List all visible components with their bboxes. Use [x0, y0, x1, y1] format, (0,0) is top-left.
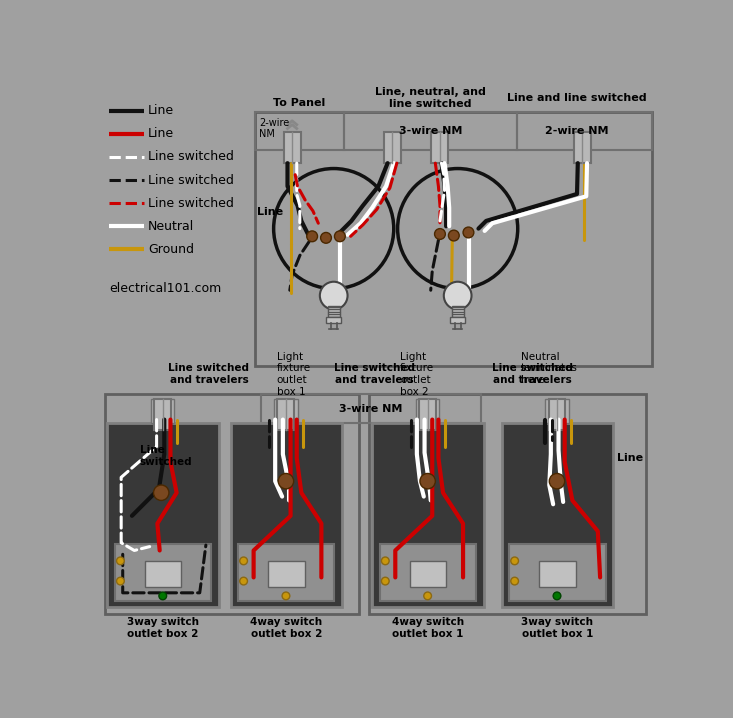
Circle shape — [320, 233, 331, 243]
Text: Line switched: Line switched — [148, 151, 234, 164]
Text: Line switched
and travelers: Line switched and travelers — [492, 363, 573, 385]
Text: Line switched
and travelers: Line switched and travelers — [334, 363, 415, 385]
Bar — [105, 394, 359, 614]
Circle shape — [511, 577, 518, 585]
Text: Line switched: Line switched — [148, 174, 234, 187]
Circle shape — [273, 169, 394, 289]
Circle shape — [117, 577, 125, 585]
Circle shape — [282, 592, 290, 600]
Circle shape — [240, 577, 248, 585]
Circle shape — [306, 231, 317, 242]
Bar — [255, 111, 344, 150]
Bar — [416, 398, 439, 424]
Bar — [278, 398, 295, 429]
Bar — [380, 544, 476, 601]
Bar — [284, 132, 301, 163]
Bar — [384, 132, 401, 163]
Bar — [255, 111, 652, 365]
Bar — [545, 398, 569, 424]
Text: 3way switch
outlet box 1: 3way switch outlet box 1 — [521, 617, 594, 639]
Circle shape — [463, 227, 474, 238]
Bar — [115, 544, 211, 601]
Bar — [154, 398, 172, 429]
Text: Line, neutral, and
line switched: Line, neutral, and line switched — [375, 87, 486, 108]
Bar — [452, 307, 464, 317]
Bar — [145, 561, 182, 587]
Text: 2-wire
NM: 2-wire NM — [259, 118, 290, 139]
Text: 4way switch
outlet box 2: 4way switch outlet box 2 — [250, 617, 323, 639]
Bar — [151, 398, 174, 424]
Bar — [539, 561, 575, 587]
Bar — [326, 317, 342, 322]
Circle shape — [449, 230, 459, 241]
Circle shape — [424, 592, 432, 600]
Bar — [501, 424, 614, 607]
Circle shape — [381, 577, 389, 585]
Bar — [274, 398, 298, 424]
Circle shape — [549, 473, 564, 489]
Bar — [509, 544, 605, 601]
Circle shape — [443, 281, 471, 309]
Text: Light
fixture
outlet
box 1: Light fixture outlet box 1 — [277, 352, 311, 396]
Text: 3-wire NM: 3-wire NM — [399, 126, 463, 136]
Bar — [230, 424, 342, 607]
Bar — [450, 317, 465, 322]
Text: Line and line switched: Line and line switched — [507, 93, 647, 103]
Bar — [107, 424, 219, 607]
Text: Line switched
and travelers: Line switched and travelers — [169, 363, 249, 385]
Text: Neutral: Neutral — [148, 220, 194, 233]
Bar — [238, 544, 334, 601]
Text: Light
fixture
outlet
box 2: Light fixture outlet box 2 — [400, 352, 434, 396]
Text: Line: Line — [257, 207, 283, 217]
Text: electrical101.com: electrical101.com — [109, 281, 221, 295]
Circle shape — [420, 473, 435, 489]
Text: Ground: Ground — [148, 243, 194, 256]
Text: Line: Line — [148, 127, 174, 141]
Circle shape — [511, 557, 518, 565]
Bar — [344, 111, 517, 150]
Bar — [517, 111, 652, 150]
Text: 3way switch
outlet box 2: 3way switch outlet box 2 — [127, 617, 199, 639]
Circle shape — [117, 557, 125, 565]
Text: Line: Line — [617, 453, 643, 463]
Circle shape — [153, 485, 169, 500]
Circle shape — [553, 592, 561, 600]
Circle shape — [397, 169, 517, 289]
Circle shape — [159, 592, 166, 600]
Bar — [419, 398, 436, 429]
Circle shape — [381, 557, 389, 565]
Text: Neutral
terminates
here: Neutral terminates here — [521, 352, 578, 385]
Text: Line switched: Line switched — [148, 197, 234, 210]
Text: 4way switch
outlet box 1: 4way switch outlet box 1 — [392, 617, 464, 639]
Text: Line
switched: Line switched — [140, 445, 192, 467]
Circle shape — [320, 281, 347, 309]
Circle shape — [435, 228, 446, 239]
Bar — [369, 394, 647, 614]
Bar — [328, 307, 340, 317]
Text: 3-wire NM: 3-wire NM — [339, 404, 402, 414]
Bar — [262, 394, 481, 424]
Circle shape — [279, 473, 294, 489]
Circle shape — [240, 557, 248, 565]
Bar — [410, 561, 446, 587]
Bar — [432, 132, 449, 163]
Text: To Panel: To Panel — [273, 98, 325, 108]
Text: 2-wire NM: 2-wire NM — [545, 126, 609, 136]
Circle shape — [334, 231, 345, 242]
Bar — [372, 424, 484, 607]
Bar — [268, 561, 305, 587]
Bar — [574, 132, 591, 163]
Bar — [548, 398, 565, 429]
Text: Line: Line — [148, 104, 174, 117]
